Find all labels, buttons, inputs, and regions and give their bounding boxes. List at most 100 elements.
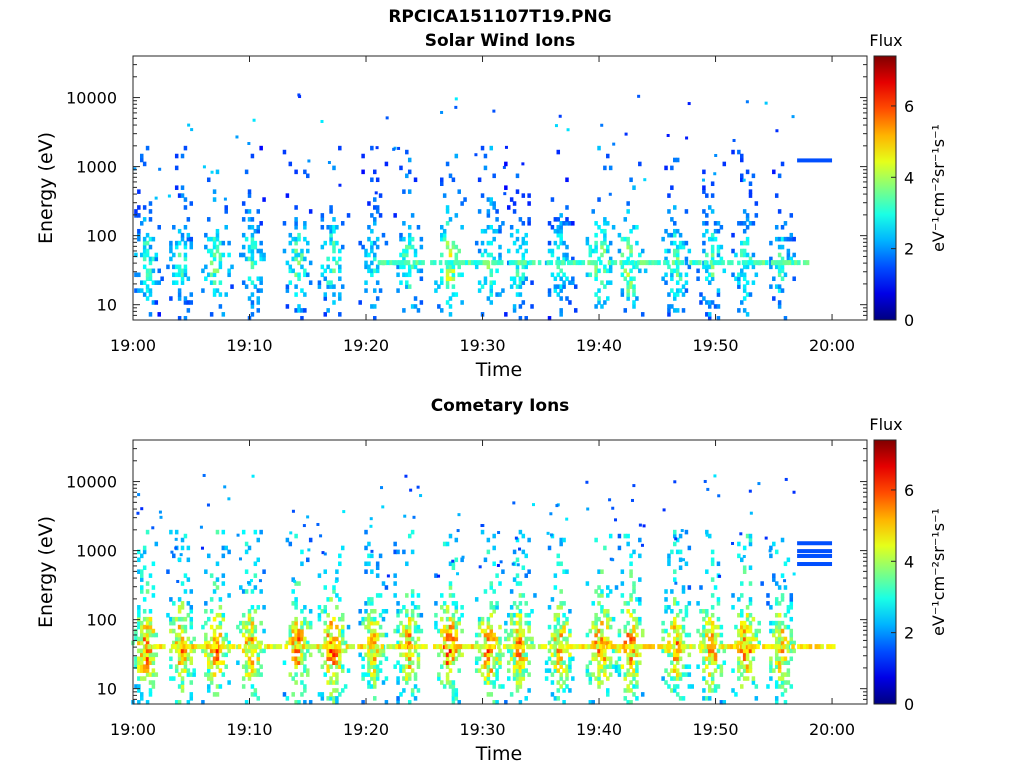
spectrogram-cell	[489, 648, 494, 654]
dwell-band-cell	[645, 260, 650, 266]
spectrogram-cell	[169, 296, 173, 301]
spectrogram-cell	[553, 652, 558, 658]
spectrogram-cell	[780, 597, 785, 602]
spectrogram-cell	[707, 236, 712, 242]
spectrogram-cell	[626, 292, 630, 297]
spectrogram-cell	[670, 660, 674, 666]
spectrogram-cell	[614, 660, 619, 666]
spectrogram-cell	[632, 692, 636, 697]
spectrogram-cell	[716, 316, 721, 321]
spectrogram-cell	[142, 292, 147, 297]
dwell-band-cell	[491, 644, 495, 650]
spectrogram-cell	[751, 632, 756, 638]
spectrogram-cell	[550, 597, 555, 602]
spectrogram-cell	[559, 624, 563, 630]
spectrogram-cell	[515, 581, 520, 586]
spectrogram-cell	[154, 280, 159, 285]
spectrogram-cell	[748, 597, 753, 602]
spectrogram-cell	[626, 632, 630, 638]
spectrogram-cell	[399, 664, 403, 669]
dwell-band-cell	[677, 260, 682, 266]
spectrogram-cell	[323, 296, 327, 301]
spectrogram-cell	[474, 660, 479, 666]
spectrogram-cell	[253, 672, 258, 677]
spectrogram-cell	[407, 636, 412, 642]
spectrogram-cell	[687, 264, 692, 270]
dwell-band-cell	[202, 644, 207, 650]
spectrogram-cell	[145, 248, 150, 254]
spectrogram-cell	[553, 624, 558, 630]
spectrogram-cell	[515, 636, 520, 642]
spectrogram-cell	[745, 676, 750, 681]
spectrogram-cell	[288, 628, 293, 634]
spectrogram-cell	[774, 680, 779, 685]
spectrogram-cell	[451, 692, 456, 697]
spectrogram-cell	[769, 660, 773, 666]
dwell-band-cell	[832, 644, 836, 650]
spectrogram-cell	[329, 205, 333, 210]
spectrogram-cell	[454, 244, 459, 250]
spectrogram-cell	[326, 680, 330, 685]
spectrogram-cell	[777, 684, 782, 689]
spectrogram-cell	[364, 608, 368, 614]
spectrogram-cell	[486, 197, 491, 202]
spectrogram-cell	[751, 656, 756, 662]
spectrogram-cell	[780, 593, 785, 598]
spectrogram-cells	[133, 93, 810, 321]
spectrogram-cell	[190, 128, 194, 132]
spectrogram-cell	[638, 537, 642, 543]
spectrogram-cell	[626, 652, 630, 658]
spectrogram-cell	[559, 213, 563, 218]
spectrogram-cell	[780, 276, 785, 282]
spectrogram-cell	[410, 636, 415, 642]
spectrogram-cell	[291, 577, 295, 582]
spectrogram-cell	[707, 688, 712, 693]
x-tick-label: 19:50	[692, 336, 738, 355]
spectrogram-cell	[407, 189, 412, 194]
spectrogram-cell	[183, 224, 188, 230]
spectrogram-cell	[483, 280, 488, 285]
dwell-band-cell	[770, 260, 775, 266]
spectrogram-cell	[780, 573, 785, 578]
spectrogram-cell	[410, 593, 415, 598]
spectrogram-cell	[361, 244, 365, 250]
spectrogram-cell	[518, 668, 523, 673]
spectrogram-cell	[667, 648, 671, 654]
dwell-band-cell	[706, 644, 711, 650]
spectrogram-cell	[556, 620, 561, 626]
spectrogram-cell	[769, 620, 773, 626]
spectrogram-cell	[512, 209, 517, 214]
spectrogram-cell	[518, 700, 523, 705]
spectrogram-cell	[509, 652, 514, 658]
spectrogram-cell	[632, 672, 636, 677]
spectrogram-cell	[474, 240, 479, 246]
spectrogram-cell	[687, 672, 692, 677]
spectrogram-cell	[483, 589, 488, 594]
dwell-band-cell	[770, 644, 775, 650]
spectrogram-cell	[635, 240, 639, 246]
spectrogram-cell	[740, 177, 744, 183]
spectrogram-cell	[189, 300, 194, 305]
spectrogram-cell	[294, 272, 298, 278]
spectrogram-cell	[148, 680, 153, 685]
spectrogram-cell	[492, 201, 496, 206]
spectrogram-cell	[603, 232, 607, 238]
spectrogram-cell	[498, 292, 502, 297]
spectrogram-cell	[629, 672, 633, 677]
spectrogram-cell	[474, 656, 479, 662]
spectrogram-cell	[381, 581, 386, 586]
spectrogram-cell	[603, 660, 607, 666]
spectrogram-cell	[591, 601, 595, 606]
spectrogram-cell	[215, 561, 220, 567]
spectrogram-cell	[215, 529, 220, 535]
spectrogram-cell	[702, 660, 706, 666]
spectrogram-cell	[774, 612, 779, 618]
spectrogram-cell	[139, 624, 144, 630]
dwell-band-cell	[572, 260, 577, 266]
spectrogram-cell	[603, 268, 607, 274]
spectrogram-cell	[448, 561, 453, 567]
spectrogram-cell	[454, 557, 459, 563]
spectrogram-cell	[489, 272, 494, 278]
dwell-band-cell	[243, 644, 248, 650]
spectrogram-cell	[334, 579, 338, 583]
